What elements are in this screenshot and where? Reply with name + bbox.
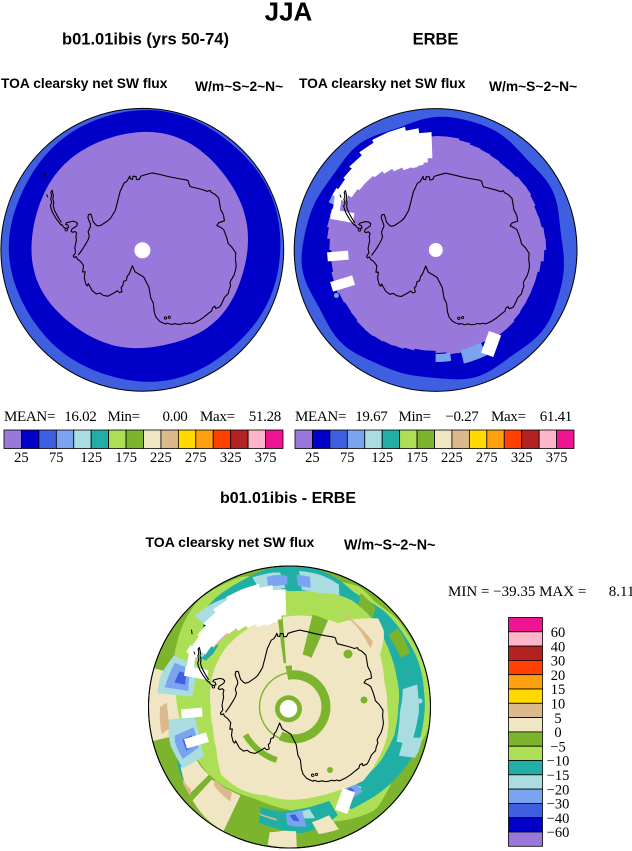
svg-text:JJA: JJA <box>265 0 313 27</box>
svg-text:TOA clearsky net SW flux: TOA clearsky net SW flux <box>299 76 466 91</box>
svg-text:16.02: 16.02 <box>64 409 96 425</box>
svg-text:175: 175 <box>115 450 137 466</box>
svg-text:25: 25 <box>14 450 29 466</box>
svg-text:375: 375 <box>546 450 568 466</box>
svg-text:−0.27: −0.27 <box>445 409 479 425</box>
svg-text:ERBE: ERBE <box>413 31 459 49</box>
svg-text:75: 75 <box>340 450 355 466</box>
svg-text:25: 25 <box>305 450 320 466</box>
svg-text:0: 0 <box>554 725 561 741</box>
svg-text:MIN = −39.35 MAX = 8.11: MIN = −39.35 MAX = 8.11 <box>448 584 632 600</box>
svg-text:W/m~S~2~N~: W/m~S~2~N~ <box>344 538 435 554</box>
svg-text:175: 175 <box>406 450 428 466</box>
svg-text:75: 75 <box>49 450 64 466</box>
svg-text:TOA clearsky net SW flux: TOA clearsky net SW flux <box>1 76 168 91</box>
svg-text:0.00: 0.00 <box>162 409 187 425</box>
svg-text:325: 325 <box>220 450 242 466</box>
svg-text:225: 225 <box>150 450 172 466</box>
svg-text:−20: −20 <box>547 782 570 798</box>
svg-text:125: 125 <box>371 450 393 466</box>
svg-text:Min=: Min= <box>108 409 140 425</box>
svg-text:19.67: 19.67 <box>355 409 388 425</box>
svg-text:Max=: Max= <box>491 409 526 425</box>
svg-text:W/m~S~2~N~: W/m~S~2~N~ <box>195 79 283 94</box>
svg-text:−5: −5 <box>550 739 565 755</box>
svg-text:275: 275 <box>476 450 498 466</box>
svg-text:MEAN=: MEAN= <box>4 409 55 425</box>
svg-text:b01.01ibis - ERBE: b01.01ibis - ERBE <box>220 490 356 507</box>
svg-text:Max=: Max= <box>200 409 235 425</box>
svg-text:W/m~S~2~N~: W/m~S~2~N~ <box>489 79 577 94</box>
svg-text:MEAN=: MEAN= <box>295 409 346 425</box>
svg-text:Min=: Min= <box>399 409 431 425</box>
svg-text:275: 275 <box>185 450 207 466</box>
svg-text:−40: −40 <box>547 811 570 827</box>
svg-text:−10: −10 <box>547 754 570 770</box>
svg-text:375: 375 <box>255 450 277 466</box>
svg-text:−60: −60 <box>547 825 570 841</box>
svg-text:10: 10 <box>551 697 566 713</box>
svg-text:325: 325 <box>511 450 533 466</box>
svg-text:b01.01ibis (yrs 50-74): b01.01ibis (yrs 50-74) <box>62 31 229 49</box>
svg-text:125: 125 <box>80 450 102 466</box>
svg-text:40: 40 <box>551 639 566 655</box>
svg-text:−15: −15 <box>547 768 570 784</box>
svg-text:15: 15 <box>551 682 566 698</box>
svg-text:60: 60 <box>551 625 566 641</box>
svg-text:−30: −30 <box>547 797 570 813</box>
svg-text:20: 20 <box>551 668 566 684</box>
svg-text:30: 30 <box>551 654 566 670</box>
svg-text:225: 225 <box>441 450 463 466</box>
svg-text:51.28: 51.28 <box>249 409 281 425</box>
svg-text:61.41: 61.41 <box>540 409 572 425</box>
svg-text:TOA clearsky net SW flux: TOA clearsky net SW flux <box>146 534 315 550</box>
svg-text:5: 5 <box>554 711 561 727</box>
